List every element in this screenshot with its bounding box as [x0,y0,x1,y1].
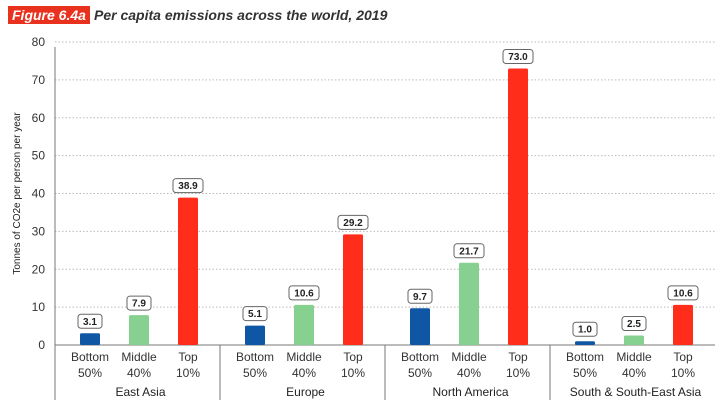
y-tick-label: 40 [32,187,46,201]
category-label: Top [343,350,363,364]
data-label: 10.6 [673,288,693,299]
category-label: 10% [341,366,365,380]
y-tick-label: 50 [32,149,46,163]
bar [624,335,644,345]
category-label: 10% [176,366,200,380]
data-label-box [621,316,647,332]
category-label: 50% [78,366,102,380]
bar [410,308,430,345]
category-label: Top [673,350,693,364]
category-label: 50% [408,366,432,380]
y-tick-label: 80 [32,35,46,49]
data-label: 7.9 [132,299,146,310]
data-label: 1.0 [578,325,592,336]
category-label: 50% [573,366,597,380]
bar [129,315,149,345]
data-label-box [572,321,598,337]
y-tick-label: 70 [32,73,46,87]
data-label-box [126,295,152,311]
category-label: 10% [671,366,695,380]
category-label: Top [508,350,528,364]
y-tick-label: 30 [32,224,46,238]
data-label-box [77,313,103,329]
y-tick-label: 20 [32,262,46,276]
y-tick-label: 0 [38,338,45,352]
bar [245,325,265,345]
data-label-box [502,49,534,65]
y-axis-label: Tonnes of CO2e per person per year [12,112,23,275]
category-label: Bottom [401,350,439,364]
group-label: North America [432,385,508,399]
category-label: Top [178,350,198,364]
data-label: 3.1 [83,317,97,328]
chart-title: Per capita emissions across the world, 2… [94,7,388,23]
data-label: 29.2 [343,218,363,229]
category-label: Middle [451,350,487,364]
data-label: 2.5 [627,319,641,330]
group-label: South & South-East Asia [570,385,702,399]
y-tick-label: 60 [32,111,46,125]
data-label-box [172,178,204,194]
bar [80,333,100,345]
bar [178,197,198,345]
category-label: 40% [622,366,646,380]
data-label-box [288,285,320,301]
y-tick-label: 10 [32,300,46,314]
category-label: 40% [127,366,151,380]
category-label: Middle [121,350,157,364]
group-label: Europe [286,385,325,399]
category-label: 40% [457,366,481,380]
data-label-box [407,288,433,304]
group-label: East Asia [115,385,165,399]
data-label-box [337,214,369,230]
category-label: Middle [616,350,652,364]
data-label-box [453,243,485,259]
bar [673,304,693,345]
category-label: Bottom [236,350,274,364]
category-label: Middle [286,350,322,364]
data-label-box [667,285,699,301]
data-label: 9.7 [413,292,427,303]
data-label: 5.1 [248,309,262,320]
category-label: Bottom [566,350,604,364]
category-label: 40% [292,366,316,380]
category-label: 50% [243,366,267,380]
bar [508,68,528,345]
category-label: 10% [506,366,530,380]
category-label: Bottom [71,350,109,364]
bar [343,234,363,345]
data-label: 38.9 [178,181,198,192]
data-label-box [242,306,268,322]
data-label: 10.6 [294,288,314,299]
bar [575,341,595,345]
bar [294,304,314,345]
data-label: 21.7 [459,246,479,257]
bar [459,262,479,345]
data-label: 73.0 [508,52,528,63]
figure-label: Figure 6.4a [8,6,90,24]
